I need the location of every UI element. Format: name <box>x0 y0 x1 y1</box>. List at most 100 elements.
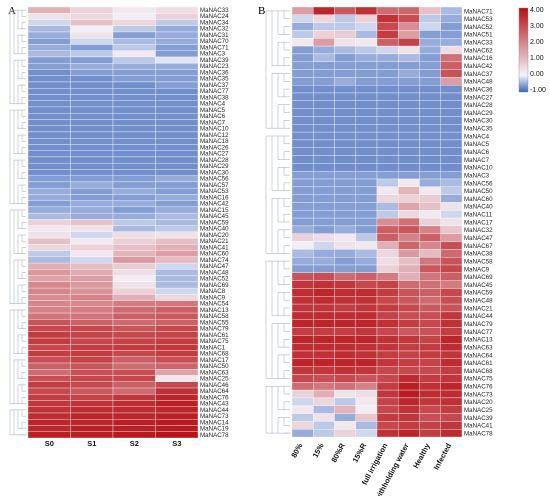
heatmap-cell <box>440 202 463 211</box>
panel-a-dendrogram-branch <box>21 284 26 292</box>
heatmap-cell <box>112 219 156 226</box>
heatmap-cell <box>112 187 156 195</box>
panel-b-dendrogram-branch <box>277 73 284 98</box>
panel-a-dendrogram-branch <box>9 309 14 404</box>
heatmap-cell <box>70 381 114 389</box>
heatmap-cell <box>419 327 441 336</box>
panel-a-dendrogram-branch <box>21 272 26 279</box>
row-label: MaNAC47 <box>464 235 493 242</box>
heatmap-cell <box>27 75 71 83</box>
heatmap-cell <box>27 312 71 320</box>
heatmap-cell <box>291 241 314 250</box>
heatmap-cell <box>112 181 156 189</box>
heatmap-cell <box>440 178 463 187</box>
heatmap-cell <box>376 155 399 164</box>
heatmap-cell <box>419 22 441 31</box>
heatmap-cell <box>27 162 71 170</box>
heatmap-cell <box>313 288 335 297</box>
heatmap-cell <box>70 212 114 220</box>
panel-b-dendrogram-branch <box>283 276 290 285</box>
heatmap-cell <box>70 331 114 339</box>
heatmap-cell <box>334 319 356 328</box>
heatmap-cell <box>398 241 420 250</box>
row-label: MaNAC78 <box>200 432 229 439</box>
heatmap-cell <box>291 311 314 320</box>
heatmap-cell <box>440 45 463 55</box>
heatmap-cell <box>398 225 420 234</box>
heatmap-cell <box>155 113 199 120</box>
heatmap-cell <box>398 319 420 328</box>
row-label: MaNAC71 <box>464 8 493 15</box>
heatmap-cell <box>27 137 71 145</box>
heatmap-cell <box>155 256 199 264</box>
panel-b-dendrogram-branch <box>283 229 290 238</box>
heatmap-cell <box>155 144 199 151</box>
heatmap-cell <box>70 319 114 326</box>
heatmap-cell <box>355 6 378 15</box>
heatmap-cell <box>155 63 199 70</box>
row-label: MaNAC58 <box>464 258 493 265</box>
heatmap-cell <box>291 131 314 141</box>
heatmap-cell <box>70 88 114 95</box>
heatmap-panel-a: MaNAC33MaNAC24MaNAC34MaNAC32MaNAC31MaNAC… <box>9 6 229 448</box>
heatmap-cell <box>419 77 441 86</box>
heatmap-cell <box>112 6 156 14</box>
heatmap-cell <box>419 350 441 359</box>
heatmap-cell <box>70 306 114 314</box>
heatmap-cell <box>355 38 378 47</box>
row-label: MaNAC64 <box>464 352 493 359</box>
heatmap-cell <box>376 100 399 109</box>
heatmap-cell <box>27 169 71 176</box>
heatmap-cell <box>112 244 156 251</box>
heatmap-cell <box>70 394 114 401</box>
heatmap-cell <box>27 381 71 389</box>
panel-a-dendrogram-branch <box>13 9 18 55</box>
row-label: MaNAC63 <box>464 344 493 351</box>
heatmap-cell <box>313 233 335 242</box>
panel-b-dendrogram-branch <box>277 10 284 35</box>
heatmap-cell <box>70 81 114 89</box>
heatmap-cell <box>313 296 335 305</box>
heatmap-cell <box>70 231 114 239</box>
heatmap-cell <box>419 405 441 414</box>
heatmap-cell <box>27 19 71 26</box>
panel-a-dendrogram-branch <box>21 47 26 55</box>
heatmap-cell <box>27 119 71 126</box>
panel-a-dendrogram-branch <box>17 9 22 30</box>
heatmap-cell <box>313 389 335 399</box>
panel-b-dendrogram-branch <box>283 151 290 160</box>
heatmap-cell <box>398 272 420 281</box>
heatmap-cell <box>27 431 71 439</box>
row-label: MaNAC53 <box>200 188 229 195</box>
panel-a-dendrogram-branch <box>13 259 18 304</box>
heatmap-cell <box>334 397 356 406</box>
heatmap-cell <box>376 421 399 430</box>
heatmap-cell <box>419 124 441 133</box>
heatmap-cell <box>419 296 441 305</box>
heatmap-cell <box>419 288 441 297</box>
panel-b-dendrogram-branch <box>271 260 278 317</box>
heatmap-cell <box>155 412 199 420</box>
heatmap-cell <box>440 163 463 172</box>
heatmap-cell <box>112 131 156 139</box>
heatmap-cell <box>112 256 156 264</box>
heatmap-cell <box>376 233 399 242</box>
panel-a-dendrogram-branch <box>21 159 26 167</box>
heatmap-cell <box>419 61 441 70</box>
heatmap-cell <box>440 358 463 367</box>
heatmap-cell <box>313 171 335 180</box>
row-label: MaNAC75 <box>464 376 493 383</box>
heatmap-cell <box>398 163 420 172</box>
heatmap-cell <box>334 272 356 281</box>
heatmap-cell <box>313 217 335 227</box>
heatmap-cell <box>334 241 356 250</box>
row-label: MaNAC4 <box>200 101 226 108</box>
heatmap-cell <box>313 92 335 101</box>
heatmap-cell <box>27 194 71 201</box>
heatmap-cell <box>355 186 378 195</box>
panel-a-dendrogram-branch <box>17 409 22 429</box>
heatmap-cell <box>70 56 114 64</box>
heatmap-cell <box>355 69 378 78</box>
heatmap-cell <box>440 272 463 281</box>
heatmap-cell <box>334 429 356 438</box>
